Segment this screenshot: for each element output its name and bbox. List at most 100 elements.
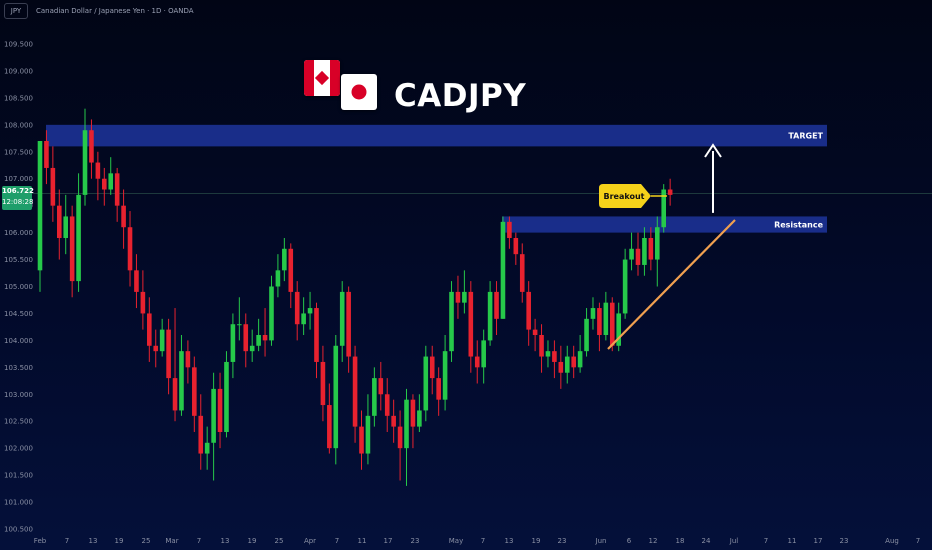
- x-tick-label: Jul: [729, 537, 739, 545]
- candle-body: [275, 270, 281, 287]
- candle-body: [288, 248, 294, 292]
- candle-body: [282, 248, 287, 271]
- candle-body: [294, 291, 300, 325]
- y-tick-label: 103.500: [4, 364, 33, 372]
- candle-body: [609, 302, 615, 346]
- candle-body: [56, 205, 62, 238]
- candle-body: [372, 378, 377, 416]
- candle-body: [616, 313, 621, 346]
- candle-body: [243, 324, 249, 352]
- x-tick-label: 19: [248, 537, 257, 545]
- y-axis-labels: 109.500 109.000 108.500 108.000 107.500 107.0…: [4, 41, 33, 534]
- candle-body: [462, 291, 467, 303]
- candle-body: [269, 286, 274, 341]
- x-tick-label: 13: [505, 537, 514, 545]
- x-tick-label: 17: [384, 537, 393, 545]
- x-tick-label: 7: [764, 537, 768, 545]
- last-price-tag: 106.722 12:08:28: [2, 186, 34, 210]
- candle-body: [237, 324, 242, 326]
- candle-body: [359, 426, 364, 454]
- japan-flag-icon: [341, 74, 377, 110]
- candle-body: [224, 361, 229, 432]
- candle-body: [249, 345, 255, 352]
- zone-label: Resistance: [774, 221, 824, 230]
- candle-body: [410, 399, 416, 427]
- candle-body: [539, 335, 544, 357]
- x-tick-label: 23: [411, 537, 420, 545]
- symbol-badge[interactable]: JPY: [4, 3, 28, 19]
- candle-body: [314, 308, 319, 362]
- symbol-title: Canadian Dollar / Japanese Yen · 1D · OA…: [36, 7, 194, 15]
- candle-body: [204, 442, 210, 454]
- candle-body: [114, 173, 120, 206]
- candle-body: [397, 426, 403, 449]
- candle-body: [590, 308, 596, 319]
- x-tick-label: 7: [481, 537, 485, 545]
- x-tick-label: Apr: [304, 537, 316, 545]
- candle-body: [89, 130, 94, 163]
- x-tick-label: Jun: [595, 537, 607, 545]
- candle-body: [622, 259, 628, 314]
- candle-body: [642, 238, 647, 265]
- candle-body: [507, 221, 512, 238]
- candle-body: [442, 351, 448, 400]
- candle-body: [519, 254, 525, 292]
- x-tick-label: Feb: [34, 537, 47, 545]
- x-tick-label: 23: [840, 537, 849, 545]
- x-tick-label: 18: [676, 537, 685, 545]
- candle-body: [121, 205, 126, 228]
- candle-body: [320, 361, 326, 406]
- candle-body: [307, 308, 313, 314]
- candle-body: [365, 415, 371, 454]
- x-tick-label: 11: [358, 537, 367, 545]
- y-tick-label: 109.000: [4, 67, 33, 75]
- candle-body: [172, 378, 178, 411]
- candle-body: [95, 162, 101, 179]
- candle-body: [474, 356, 480, 368]
- candle-body: [378, 378, 384, 395]
- x-tick-label: 7: [65, 537, 69, 545]
- candle-body: [661, 189, 667, 228]
- x-tick-label: 6: [627, 537, 632, 545]
- candle-body: [63, 216, 69, 238]
- x-tick-label: 12: [649, 537, 658, 545]
- x-tick-label: 7: [335, 537, 339, 545]
- candle-body: [37, 141, 43, 271]
- y-tick-label: 107.000: [4, 175, 33, 183]
- y-tick-label: 104.000: [4, 337, 33, 345]
- x-tick-label: Aug: [885, 537, 899, 545]
- candle-body: [384, 394, 390, 416]
- candle-body: [429, 356, 435, 379]
- y-tick-label: 108.000: [4, 121, 33, 129]
- candle-body: [417, 410, 422, 427]
- candle-body: [352, 356, 358, 427]
- candle-body: [513, 238, 519, 255]
- x-axis-labels: Feb 7 13 19 25 Mar 7 13 19 25 Apr 7 11 17 23 May 7 13 19 23…: [34, 537, 920, 545]
- candle-body: [179, 351, 184, 411]
- y-tick-label: 107.500: [4, 148, 33, 156]
- candle-body: [423, 356, 429, 411]
- x-tick-label: 17: [814, 537, 823, 545]
- candle-body: [140, 291, 146, 314]
- candle-body: [391, 415, 396, 427]
- x-tick-label: 7: [916, 537, 920, 545]
- x-tick-label: 25: [275, 537, 284, 545]
- x-tick-label: 7: [197, 537, 201, 545]
- candle-body: [455, 291, 461, 303]
- x-tick-label: 23: [558, 537, 567, 545]
- y-tick-label: 102.000: [4, 445, 33, 453]
- candle-body: [262, 335, 268, 341]
- candle-body: [153, 345, 159, 352]
- candle-body: [648, 238, 654, 260]
- zones-layer: TARGET Resistance: [46, 124, 827, 233]
- candle-body: [494, 291, 499, 319]
- candle-body: [564, 356, 570, 373]
- y-tick-label: 108.500: [4, 94, 33, 102]
- candle-body: [532, 329, 538, 335]
- candle-body: [166, 329, 171, 379]
- candle-body: [545, 351, 551, 357]
- x-tick-label: 13: [221, 537, 230, 545]
- candle-body: [603, 302, 609, 335]
- candle-body: [185, 351, 191, 368]
